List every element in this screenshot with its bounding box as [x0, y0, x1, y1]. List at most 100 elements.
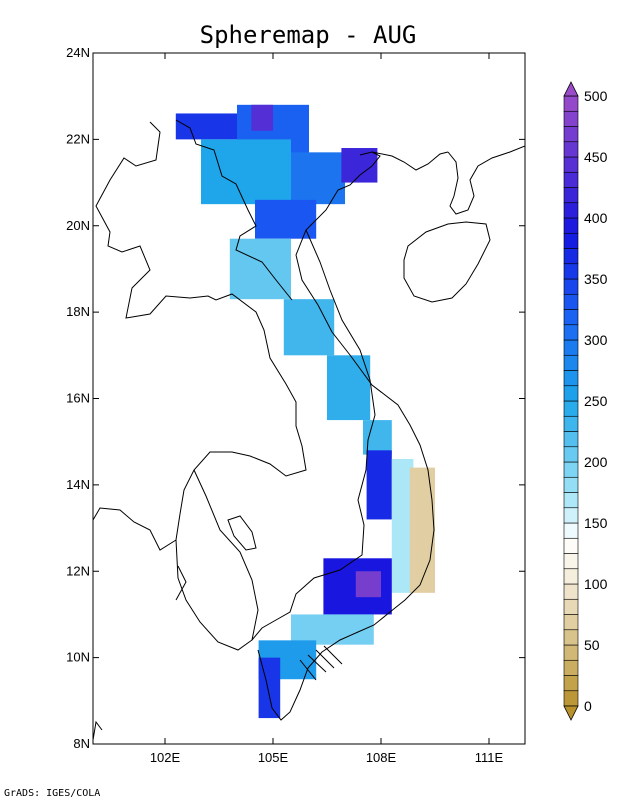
colorbar-segment — [563, 644, 579, 661]
data-region-5 — [341, 148, 378, 183]
colorbar-segment — [563, 629, 579, 646]
y-tick-label: 18N — [66, 304, 90, 319]
colorbar-segment — [563, 553, 579, 570]
colorbar-tick-label: 250 — [584, 393, 608, 409]
colorbar-segment — [563, 385, 579, 402]
colorbar-segment — [563, 339, 579, 356]
colorbar-segment — [563, 415, 579, 432]
colorbar-segment — [563, 232, 579, 249]
data-region-2 — [251, 104, 273, 131]
data-region-12 — [391, 458, 414, 593]
colorbar-segment — [563, 324, 579, 341]
colorbar-segment — [563, 354, 579, 371]
colorbar-segment — [563, 309, 579, 326]
colorbar-segment — [563, 690, 579, 707]
colorbar-segment — [563, 507, 579, 524]
colorbar-tick-label: 350 — [584, 271, 608, 287]
y-tick-label: 12N — [66, 563, 90, 578]
y-tick-label: 20N — [66, 218, 90, 233]
colorbar-segment — [563, 461, 579, 478]
colorbar-segment — [563, 293, 579, 310]
colorbar-segment — [563, 187, 579, 204]
colorbar-segment — [563, 217, 579, 234]
y-tick-label: 14N — [66, 477, 90, 492]
data-region-6 — [255, 199, 317, 239]
border-north — [175, 119, 293, 301]
colorbar-segment — [563, 537, 579, 554]
colorbar-min-arrow — [563, 705, 579, 721]
colorbar-segment — [563, 156, 579, 173]
colorbar-tick-label: 200 — [584, 454, 608, 470]
colorbar-max-arrow — [563, 81, 579, 97]
colorbar-tick-label: 150 — [584, 515, 608, 531]
border-laos-west — [93, 121, 307, 551]
myanmar-thailand-border — [93, 565, 187, 741]
data-region-18 — [258, 657, 281, 719]
data-region-3 — [201, 139, 291, 205]
colorbar-segment — [563, 522, 579, 539]
data-region-1 — [175, 113, 237, 140]
hainan-island — [403, 221, 491, 303]
x-tick-label: 111E — [475, 750, 504, 765]
tonle-sap-lake — [227, 515, 257, 551]
colorbar-segment — [563, 370, 579, 387]
colorbar-segment — [563, 126, 579, 143]
border-cambodia — [175, 469, 259, 651]
colorbar-segment — [563, 614, 579, 631]
colorbar-segment — [563, 278, 579, 295]
colorbar-segment — [563, 141, 579, 158]
data-region-16 — [291, 614, 374, 645]
colorbar-segment — [563, 95, 579, 112]
colorbar-segment — [563, 400, 579, 417]
data-region-11 — [366, 450, 392, 520]
y-tick-label: 16N — [66, 391, 90, 406]
data-region-4 — [291, 152, 345, 205]
colorbar-segment — [563, 202, 579, 219]
longitude-axis: 102E 105E 108E 111E — [150, 53, 504, 765]
y-tick-label: 8N — [73, 736, 90, 751]
colorbar-tick-label: 450 — [584, 149, 608, 165]
data-region-8 — [283, 299, 335, 356]
colorbar-segment — [563, 431, 579, 448]
y-tick-label: 10N — [66, 650, 90, 665]
south-china-coast — [371, 151, 449, 171]
colorbar-tick-label: 500 — [584, 88, 608, 104]
latitude-axis: 8N 10N 12N 14N 16N 18N 20N 22N 24N — [66, 45, 525, 751]
data-region-7 — [229, 238, 291, 300]
colorbar-segment — [563, 476, 579, 493]
colorbar-tick-label: 400 — [584, 210, 608, 226]
border-vietnam-laos-cambodia — [251, 229, 376, 641]
colorbar-tick-label: 0 — [584, 698, 592, 714]
leizhou-peninsula — [447, 145, 525, 215]
data-region-9 — [327, 355, 371, 421]
colorbar-segment — [563, 568, 579, 585]
colorbar-segment — [563, 446, 579, 463]
colorbar-segment — [563, 492, 579, 509]
colorbar-segment — [563, 110, 579, 127]
colorbar-segment — [563, 583, 579, 600]
coastlines — [93, 119, 525, 741]
x-tick-label: 105E — [258, 750, 289, 765]
colorbar-segment — [563, 598, 579, 615]
x-tick-label: 108E — [366, 750, 397, 765]
x-tick-label: 102E — [150, 750, 181, 765]
colorbar-labels: 0 50 100 150 200 250 300 350 400 450 500 — [584, 88, 608, 714]
colorbar — [563, 81, 579, 721]
colorbar-segment — [563, 248, 579, 265]
data-region-13 — [409, 467, 435, 593]
colorbar-segment — [563, 171, 579, 188]
mekong-delta-channels — [299, 645, 343, 681]
map-title: Spheremap - AUG — [200, 21, 417, 49]
precipitation-grid — [175, 104, 435, 719]
colorbar-segment — [563, 675, 579, 692]
grads-credit: GrADS: IGES/COLA — [4, 788, 100, 799]
y-tick-label: 24N — [66, 45, 90, 60]
colorbar-segment — [563, 659, 579, 676]
colorbar-tick-label: 300 — [584, 332, 608, 348]
colorbar-tick-label: 100 — [584, 576, 608, 592]
data-region-15 — [355, 571, 381, 598]
y-tick-label: 22N — [66, 131, 90, 146]
colorbar-tick-label: 50 — [584, 637, 600, 653]
vietnam-coastline — [257, 151, 435, 721]
